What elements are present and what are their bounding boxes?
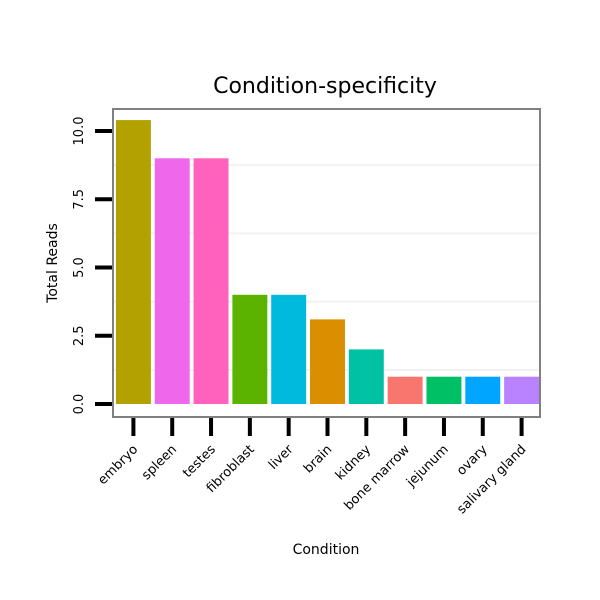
bar-jejunum: [426, 376, 462, 404]
x-tick-label: brain: [301, 442, 335, 476]
bars: [115, 120, 540, 404]
x-tick-label: embryo: [95, 442, 141, 488]
plot-border: [112, 108, 541, 418]
bar-bone-marrow: [387, 376, 423, 404]
bar-liver: [271, 294, 307, 404]
y-tick-label: 2.5: [72, 325, 87, 346]
x-tick-label: jejunum: [403, 442, 452, 491]
y-tick-label: 0.0: [72, 394, 87, 415]
y-axis: 0.0 2.5 5.0 7.5 10.0: [72, 117, 112, 415]
x-tick-label: salivary gland: [454, 442, 529, 517]
bar-spleen: [154, 158, 190, 404]
bar-brain: [310, 319, 345, 404]
bar-kidney: [348, 349, 384, 404]
x-tick-label: spleen: [139, 442, 180, 483]
bar-testes: [193, 158, 229, 404]
y-tick-label: 5.0: [72, 257, 87, 278]
y-tick-label: 10.0: [72, 117, 87, 146]
bar-fibroblast: [232, 294, 268, 404]
y-tick-label: 7.5: [72, 189, 87, 210]
y-axis-label: Total Reads: [45, 223, 61, 304]
x-tick-label: liver: [266, 442, 297, 473]
bar-embryo: [115, 120, 151, 404]
bar-ovary: [465, 376, 501, 404]
chart-title: Condition-specificity: [213, 74, 437, 99]
bar-salivary-gland: [504, 376, 540, 404]
x-tick-label: ovary: [454, 442, 491, 479]
x-axis-label: Condition: [293, 542, 360, 558]
